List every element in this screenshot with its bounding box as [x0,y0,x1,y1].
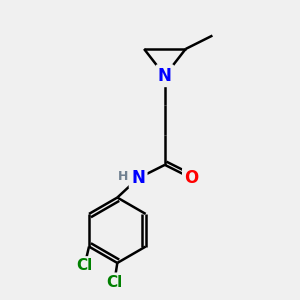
Text: N: N [158,67,172,85]
Text: N: N [131,169,145,187]
Text: O: O [184,169,199,187]
Text: Cl: Cl [76,258,93,273]
Text: H: H [118,170,128,183]
Text: Cl: Cl [106,275,122,290]
